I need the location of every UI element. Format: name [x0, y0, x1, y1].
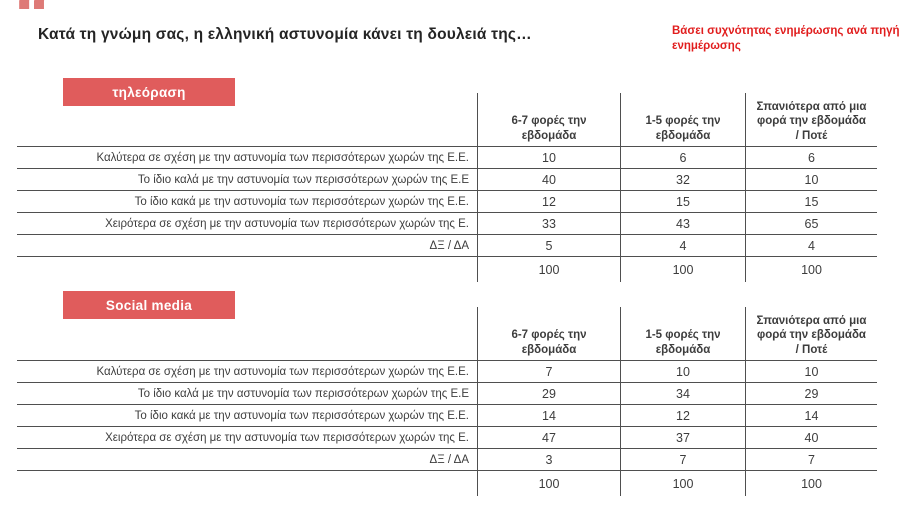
value-cell: 15: [620, 191, 745, 213]
value-cell: 33: [477, 213, 620, 235]
value-cell: 12: [620, 405, 745, 427]
value-cell: 40: [477, 169, 620, 191]
value-cell: 10: [620, 361, 745, 383]
row-label: Το ίδιο κακά με την αστυνομία των περισσ…: [17, 405, 477, 427]
row-label: Χειρότερα σε σχέση με την αστυνομία των …: [17, 213, 477, 235]
value-cell: 29: [477, 383, 620, 405]
value-cell: 29: [745, 383, 877, 405]
value-cell: 40: [745, 427, 877, 449]
value-cell: 10: [477, 147, 620, 169]
column-header: 6-7 φορές την εβδομάδα: [477, 93, 620, 147]
value-cell: 3: [477, 449, 620, 471]
total-value: 100: [477, 471, 620, 496]
total-value: 100: [620, 257, 745, 282]
value-cell: 7: [745, 449, 877, 471]
value-cell: 4: [620, 235, 745, 257]
value-cell: 6: [620, 147, 745, 169]
column-header: Σπανιότερα από μια φορά την εβδομάδα / Π…: [745, 93, 877, 147]
quote-icon: “: [13, 0, 53, 49]
total-value: 100: [745, 471, 877, 496]
total-value: 100: [477, 257, 620, 282]
column-header-spacer: [17, 307, 477, 361]
column-header-spacer: [17, 93, 477, 147]
page-title: Κατά τη γνώμη σας, η ελληνική αστυνομία …: [38, 26, 532, 43]
value-cell: 7: [477, 361, 620, 383]
value-cell: 12: [477, 191, 620, 213]
value-cell: 34: [620, 383, 745, 405]
total-value: 100: [745, 257, 877, 282]
section-label-text: Social media: [105, 297, 193, 313]
section-label-television: τηλεόραση: [63, 78, 235, 106]
column-header: Σπανιότερα από μια φορά την εβδομάδα / Π…: [745, 307, 877, 361]
value-cell: 65: [745, 213, 877, 235]
table-social-media: 6-7 φορές την εβδομάδα 1-5 φορές την εβδο…: [17, 307, 877, 496]
row-label: Καλύτερα σε σχέση με την αστυνομία των π…: [17, 361, 477, 383]
row-label: Το ίδιο καλά με την αστυνομία των περισσ…: [17, 383, 477, 405]
section-label-text: τηλεόραση: [112, 84, 186, 100]
total-value: 100: [620, 471, 745, 496]
row-label: ΔΞ / ΔΑ: [17, 235, 477, 257]
value-cell: 14: [745, 405, 877, 427]
value-cell: 7: [620, 449, 745, 471]
value-cell: 32: [620, 169, 745, 191]
source-note: Βάσει συχνότητας ενημέρωσης ανά πηγή ενη…: [672, 25, 900, 52]
value-cell: 5: [477, 235, 620, 257]
table-television: 6-7 φορές την εβδομάδα 1-5 φορές την εβδο…: [17, 93, 877, 282]
row-label: Το ίδιο κακά με την αστυνομία των περισσ…: [17, 191, 477, 213]
row-label: Καλύτερα σε σχέση με την αστυνομία των π…: [17, 147, 477, 169]
column-header: 1-5 φορές την εβδομάδα: [620, 93, 745, 147]
totals-spacer: [17, 257, 477, 282]
column-header: 6-7 φορές την εβδομάδα: [477, 307, 620, 361]
row-label: Χειρότερα σε σχέση με την αστυνομία των …: [17, 427, 477, 449]
row-label: Το ίδιο καλά με την αστυνομία των περισσ…: [17, 169, 477, 191]
value-cell: 43: [620, 213, 745, 235]
section-label-social-media: Social media: [63, 291, 235, 319]
totals-spacer: [17, 471, 477, 496]
value-cell: 47: [477, 427, 620, 449]
value-cell: 15: [745, 191, 877, 213]
value-cell: 4: [745, 235, 877, 257]
value-cell: 14: [477, 405, 620, 427]
column-header: 1-5 φορές την εβδομάδα: [620, 307, 745, 361]
value-cell: 10: [745, 169, 877, 191]
value-cell: 6: [745, 147, 877, 169]
value-cell: 37: [620, 427, 745, 449]
value-cell: 10: [745, 361, 877, 383]
row-label: ΔΞ / ΔΑ: [17, 449, 477, 471]
